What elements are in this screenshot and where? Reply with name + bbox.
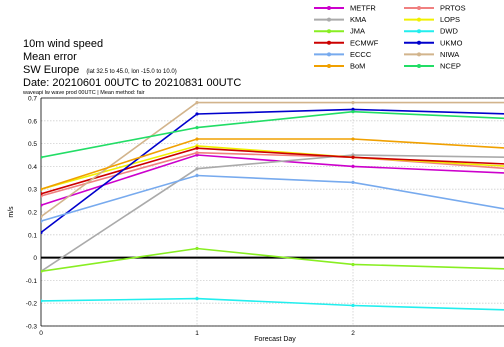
y-tick-label: 0.4 — [28, 164, 37, 171]
y-tick-label: 0 — [33, 255, 37, 262]
legend: METFR PRTOS KMA LOPS JMA DWD ECMWF UKMO ECCC NIWA… — [314, 4, 466, 71]
series-point-metfr — [351, 164, 355, 168]
series-point-lops — [195, 144, 199, 148]
series-point-bom — [41, 187, 43, 191]
series-point-ncep — [41, 155, 43, 159]
series-lines — [41, 100, 504, 311]
series-point-ukmo — [195, 112, 199, 116]
series-point-ecmwf — [41, 192, 43, 196]
series-point-prtos — [195, 151, 199, 155]
series-point-eccc — [195, 173, 199, 178]
series-line-ukmo — [41, 108, 504, 234]
legend-label-bom: BoM — [350, 62, 365, 71]
legend-label-eccc: ECCC — [350, 50, 372, 59]
series-point-eccc — [41, 219, 43, 223]
series-point-ukmo — [351, 107, 355, 111]
series-point-dwd — [195, 297, 199, 301]
legend-label-metfr: METFR — [350, 4, 376, 13]
series-point-kma — [351, 153, 355, 157]
series-point-eccc — [351, 180, 355, 184]
legend-marker-ecmwf — [327, 40, 331, 45]
grid — [41, 97, 504, 327]
chart-title-line-2: Mean error — [23, 51, 77, 63]
legend-marker-prtos — [417, 6, 421, 10]
legend-label-kma: KMA — [350, 15, 366, 24]
chart-title-region: (lat 32.5 to 45.0, lon -15.0 to 10.0) — [86, 69, 176, 75]
legend-label-prtos: PRTOS — [440, 4, 466, 13]
series-line-niwa — [41, 101, 504, 218]
series-point-niwa — [41, 214, 43, 219]
series-line-eccc — [41, 174, 504, 222]
series-line-kma — [41, 154, 504, 272]
y-tick-label: 0.1 — [28, 232, 37, 239]
x-axis-label: Forecast Day — [254, 336, 296, 343]
y-tick-label: 0.5 — [28, 141, 37, 148]
legend-marker-metfr — [327, 6, 331, 10]
chart-subtitle: waveapi lw wave prod 00UTC | Mean method… — [22, 90, 145, 96]
legend-marker-ukmo — [417, 40, 421, 45]
series-line-prtos — [41, 151, 504, 197]
legend-marker-lops — [417, 17, 421, 22]
chart-title-line-4: Date: 20210601 00UTC to 20210831 00UTC — [23, 77, 241, 89]
axes: 0.70.60.50.40.30.20.10-0.1-0.2-0.30 1 2 — [26, 96, 504, 337]
series-point-kma — [195, 167, 199, 171]
legend-label-jma: JMA — [350, 27, 365, 36]
y-tick-label: 0.3 — [28, 187, 37, 194]
chart-title-line-1: 10m wind speed — [23, 38, 103, 50]
y-axis-label: m/s — [8, 206, 15, 218]
x-tick-label: 2 — [351, 330, 355, 337]
legend-label-ukmo: UKMO — [440, 38, 463, 47]
series-point-jma — [351, 262, 355, 267]
series-line-ecmwf — [41, 147, 504, 195]
y-tick-label: 0.7 — [28, 96, 37, 103]
legend-label-niwa: NIWA — [440, 50, 459, 59]
y-tick-label: 0.6 — [28, 118, 37, 125]
x-tick-label: 1 — [195, 330, 199, 337]
x-tick-label: 0 — [39, 330, 43, 337]
legend-marker-kma — [327, 17, 331, 22]
series-point-ukmo — [41, 230, 43, 235]
series-point-jma — [41, 269, 43, 273]
legend-label-lops: LOPS — [440, 15, 460, 24]
legend-marker-niwa — [417, 52, 421, 57]
legend-label-ecmwf: ECMWF — [350, 38, 379, 47]
legend-label-ncep: NCEP — [440, 62, 461, 71]
series-line-ncep — [41, 110, 504, 159]
y-tick-label: -0.3 — [26, 324, 38, 331]
series-point-metfr — [41, 203, 43, 207]
series-point-ecmwf — [195, 146, 199, 150]
legend-marker-bom — [327, 64, 331, 68]
series-point-dwd — [41, 299, 43, 303]
series-line-dwd — [41, 297, 504, 311]
series-point-ncep — [351, 110, 355, 114]
legend-marker-eccc — [327, 52, 331, 57]
series-point-niwa — [195, 100, 199, 105]
legend-marker-jma — [327, 29, 331, 34]
chart-title-block: 10m wind speed Mean error SW Europe (lat… — [22, 38, 241, 96]
series-line-metfr — [41, 154, 504, 206]
series-point-ecmwf — [351, 155, 355, 159]
series-point-jma — [195, 246, 199, 251]
series-line-lops — [41, 145, 504, 190]
legend-marker-dwd — [417, 29, 421, 34]
series-point-dwd — [351, 303, 355, 308]
y-tick-label: -0.2 — [26, 301, 38, 308]
series-point-bom — [351, 137, 355, 141]
series-point-niwa — [351, 100, 355, 105]
chart-title-line-3-wrap: SW Europe (lat 32.5 to 45.0, lon -15.0 t… — [23, 64, 177, 76]
series-line-bom — [41, 138, 504, 190]
series-point-bom — [195, 137, 199, 141]
series-point-ncep — [195, 126, 199, 130]
legend-label-dwd: DWD — [440, 27, 458, 36]
y-tick-label: -0.1 — [26, 278, 38, 285]
chart-title-line-3: SW Europe — [23, 64, 79, 76]
series-line-jma — [41, 247, 504, 273]
legend-marker-ncep — [417, 64, 421, 68]
y-tick-label: 0.2 — [28, 210, 37, 217]
series-point-metfr — [195, 153, 199, 157]
